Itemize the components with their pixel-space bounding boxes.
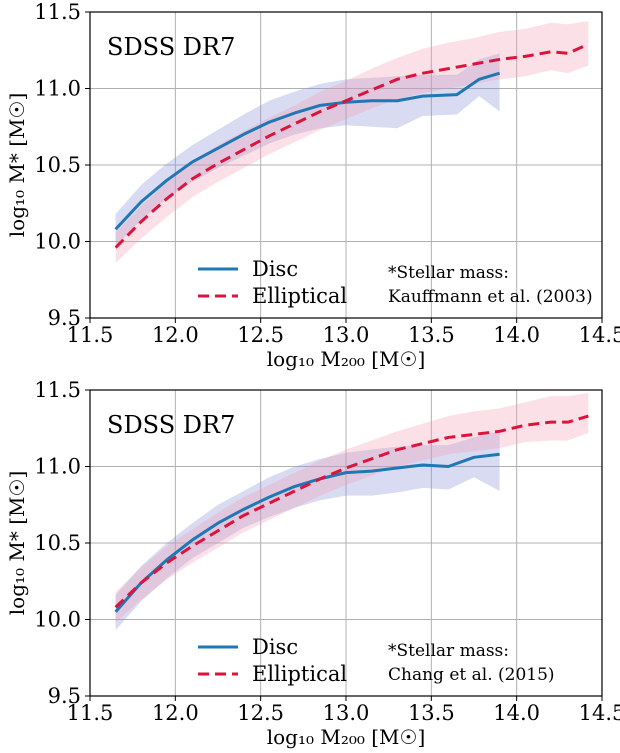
stellar-mass-note: Chang et al. (2015) bbox=[388, 665, 555, 685]
y-tick-label: 11.0 bbox=[34, 77, 81, 101]
legend-label-disc: Disc bbox=[252, 635, 298, 659]
y-tick-label: 10.5 bbox=[34, 531, 81, 555]
stellar-mass-note: Kauffmann et al. (2003) bbox=[388, 287, 593, 307]
chart-panel-1: 11.5 12.0 12.5 13.0 13.5 14.0 14.5 9.5 10.0 10.5 1… bbox=[5, 0, 620, 371]
y-tick-label: 11.5 bbox=[34, 0, 81, 24]
x-tick-label: 11.5 bbox=[67, 323, 114, 347]
series-band-elliptical bbox=[115, 21, 589, 263]
x-tick-label: 13.5 bbox=[408, 701, 455, 725]
legend-label-elliptical: Elliptical bbox=[252, 284, 347, 308]
series-line-disc bbox=[114, 71, 501, 231]
y-tick-label: 10.0 bbox=[34, 230, 81, 254]
y-tick-label: 10.5 bbox=[34, 153, 81, 177]
stellar-mass-note: *Stellar mass: bbox=[388, 641, 509, 661]
y-axis-label: log₁₀ M* [M☉] bbox=[5, 93, 29, 237]
legend-label-disc: Disc bbox=[252, 257, 298, 281]
x-tick-label: 14.5 bbox=[579, 323, 620, 347]
legend-label-elliptical: Elliptical bbox=[252, 662, 347, 686]
series-band-elliptical bbox=[115, 393, 589, 623]
x-axis-label: log₁₀ M₂₀₀ [M☉] bbox=[267, 725, 426, 749]
y-tick-label: 10.0 bbox=[34, 608, 81, 632]
x-tick-label: 13.0 bbox=[323, 701, 370, 725]
series-line-disc bbox=[114, 452, 500, 613]
series-line-elliptical bbox=[114, 414, 589, 609]
y-tick-label: 11.0 bbox=[34, 455, 81, 479]
x-tick-label: 12.0 bbox=[152, 323, 199, 347]
chart-panel-2: 11.5 12.0 12.5 13.0 13.5 14.0 14.5 9.5 10.0 10.5 1… bbox=[5, 378, 620, 749]
dataset-annotation: SDSS DR7 bbox=[107, 411, 235, 439]
y-axis-label: log₁₀ M* [M☉] bbox=[5, 471, 29, 615]
series-band-disc bbox=[115, 53, 500, 247]
x-tick-label: 14.5 bbox=[579, 701, 620, 725]
x-tick-label: 11.5 bbox=[67, 701, 114, 725]
stellar-mass-note: *Stellar mass: bbox=[388, 263, 509, 283]
y-tick-label: 9.5 bbox=[48, 306, 81, 330]
x-tick-label: 13.5 bbox=[408, 323, 455, 347]
series-band-disc bbox=[115, 431, 500, 631]
y-tick-label: 11.5 bbox=[34, 378, 81, 402]
x-axis-label: log₁₀ M₂₀₀ [M☉] bbox=[267, 347, 426, 371]
x-tick-label: 12.5 bbox=[237, 323, 284, 347]
x-tick-label: 14.0 bbox=[493, 323, 540, 347]
x-tick-label: 13.0 bbox=[323, 323, 370, 347]
series-line-elliptical bbox=[114, 42, 589, 249]
x-tick-label: 12.5 bbox=[237, 701, 284, 725]
y-tick-label: 9.5 bbox=[48, 684, 81, 708]
dataset-annotation: SDSS DR7 bbox=[107, 33, 235, 61]
x-tick-label: 14.0 bbox=[493, 701, 540, 725]
x-tick-label: 12.0 bbox=[152, 701, 199, 725]
